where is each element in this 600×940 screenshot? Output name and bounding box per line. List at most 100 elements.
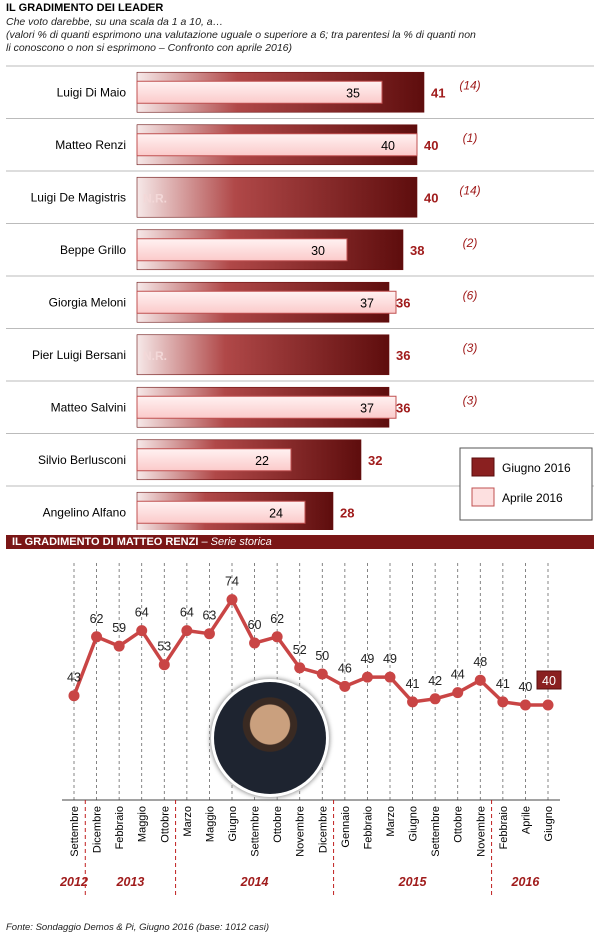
month-tick-label: Novembre bbox=[295, 806, 307, 857]
na-label: N.R. bbox=[143, 349, 167, 363]
data-point bbox=[113, 640, 125, 652]
bar-aprile bbox=[136, 290, 397, 314]
value-label-aprile: 22 bbox=[255, 454, 269, 468]
data-label: 40 bbox=[518, 680, 532, 694]
bar-aprile bbox=[136, 80, 383, 104]
month-tick-label: Settembre bbox=[69, 806, 81, 857]
month-tick-label: Giugno bbox=[227, 806, 239, 841]
data-label: 62 bbox=[270, 612, 284, 626]
not-known-label: (6) bbox=[463, 288, 478, 302]
category-label: Silvio Berlusconi bbox=[38, 453, 126, 467]
month-tick-label: Dicembre bbox=[92, 806, 104, 853]
value-label-aprile: 37 bbox=[360, 296, 374, 310]
value-label-giugno: 40 bbox=[424, 138, 438, 153]
year-label: 2016 bbox=[511, 875, 541, 889]
data-point bbox=[271, 631, 283, 643]
value-label-giugno: 32 bbox=[368, 453, 382, 468]
data-label: 64 bbox=[180, 606, 194, 620]
value-label-giugno: 40 bbox=[424, 190, 438, 205]
value-label-giugno: 41 bbox=[431, 85, 445, 100]
value-label-giugno: 38 bbox=[410, 243, 424, 258]
category-label: Pier Luigi Bersani bbox=[32, 348, 126, 362]
section-title-bar: IL GRADIMENTO DI MATTEO RENZI – Serie st… bbox=[6, 535, 594, 549]
legend-label-aprile: Aprile 2016 bbox=[502, 491, 563, 505]
month-tick-label: Giugno bbox=[408, 806, 420, 841]
category-label: Giorgia Meloni bbox=[49, 295, 126, 309]
category-label: Matteo Salvini bbox=[51, 400, 126, 414]
value-label-giugno: 36 bbox=[396, 295, 410, 310]
leader-bar-chart: Luigi Di Maio 41 35 (14) Matteo Renzi 40 40 (1)… bbox=[6, 65, 594, 530]
data-label: 40 bbox=[542, 674, 556, 688]
not-known-label: (14) bbox=[459, 183, 480, 197]
data-point bbox=[226, 594, 238, 606]
month-tick-label: Novembre bbox=[475, 806, 487, 857]
legend-label-giugno: Giugno 2016 bbox=[502, 461, 571, 475]
data-point bbox=[384, 671, 396, 683]
bar-aprile bbox=[136, 448, 292, 472]
month-tick-label: Ottobre bbox=[453, 806, 465, 843]
data-point bbox=[407, 696, 419, 708]
not-known-label: (1) bbox=[463, 131, 478, 145]
year-label: 2012 bbox=[59, 875, 88, 889]
data-label: 52 bbox=[293, 643, 307, 657]
data-label: 44 bbox=[451, 668, 465, 682]
data-point bbox=[158, 659, 170, 671]
category-label: Angelino Alfano bbox=[43, 505, 127, 519]
na-label: N.R. bbox=[143, 191, 167, 205]
bar-aprile bbox=[136, 395, 397, 419]
chart-subtitle: Che voto darebbe, su una scala da 1 a 10… bbox=[6, 16, 224, 28]
month-tick-label: Maggio bbox=[137, 806, 149, 842]
not-known-label: (2) bbox=[463, 236, 478, 250]
bar-aprile bbox=[136, 133, 418, 157]
data-label: 62 bbox=[90, 612, 104, 626]
data-point bbox=[339, 680, 351, 692]
category-label: Beppe Grillo bbox=[60, 243, 126, 257]
month-tick-label: Febbraio bbox=[114, 806, 126, 849]
month-tick-label: Marzo bbox=[182, 806, 194, 837]
month-tick-label: Giugno bbox=[543, 806, 555, 841]
value-label-aprile: 30 bbox=[311, 244, 325, 258]
data-label: 50 bbox=[315, 649, 329, 663]
value-label-aprile: 35 bbox=[346, 86, 360, 100]
data-point bbox=[519, 699, 531, 711]
chart-title: IL GRADIMENTO DEI LEADER bbox=[6, 2, 164, 14]
month-tick-label: Ottobre bbox=[272, 806, 284, 843]
category-label: Luigi Di Maio bbox=[57, 85, 127, 99]
data-label: 53 bbox=[157, 640, 171, 654]
month-tick-label: Ottobre bbox=[159, 806, 171, 843]
month-tick-label: Maggio bbox=[204, 806, 216, 842]
month-tick-label: Febbraio bbox=[498, 806, 510, 849]
legend-swatch-giugno bbox=[471, 457, 495, 477]
data-label: 60 bbox=[248, 618, 262, 632]
month-tick-label: Settembre bbox=[250, 806, 262, 857]
value-label-aprile: 24 bbox=[269, 506, 283, 520]
data-label: 48 bbox=[473, 655, 487, 669]
data-label: 49 bbox=[360, 652, 374, 666]
not-known-label: (3) bbox=[463, 341, 478, 355]
year-label: 2013 bbox=[116, 875, 145, 889]
renzi-series-line bbox=[72, 597, 548, 707]
data-label: 63 bbox=[202, 609, 216, 623]
data-point bbox=[181, 625, 193, 637]
year-label: 2015 bbox=[398, 875, 428, 889]
data-label: 49 bbox=[383, 652, 397, 666]
value-label-giugno: 36 bbox=[396, 348, 410, 363]
data-point bbox=[452, 687, 464, 699]
data-point bbox=[474, 674, 486, 686]
value-label-giugno: 36 bbox=[396, 400, 410, 415]
month-tick-label: Gennaio bbox=[340, 806, 352, 848]
data-label: 41 bbox=[406, 677, 420, 691]
portrait-photo-icon bbox=[214, 682, 326, 794]
bar-giugno bbox=[136, 176, 418, 218]
data-point bbox=[361, 671, 373, 683]
bar-aprile bbox=[136, 238, 348, 262]
data-point bbox=[249, 637, 261, 649]
data-point bbox=[203, 628, 215, 640]
value-label-aprile: 37 bbox=[360, 401, 374, 415]
last-value-box bbox=[536, 670, 562, 690]
data-point bbox=[136, 625, 148, 637]
month-tick-label: Febbraio bbox=[362, 806, 374, 849]
category-label: Luigi De Magistris bbox=[31, 190, 126, 204]
data-label: 64 bbox=[135, 606, 149, 620]
value-label-giugno: 28 bbox=[340, 505, 354, 520]
